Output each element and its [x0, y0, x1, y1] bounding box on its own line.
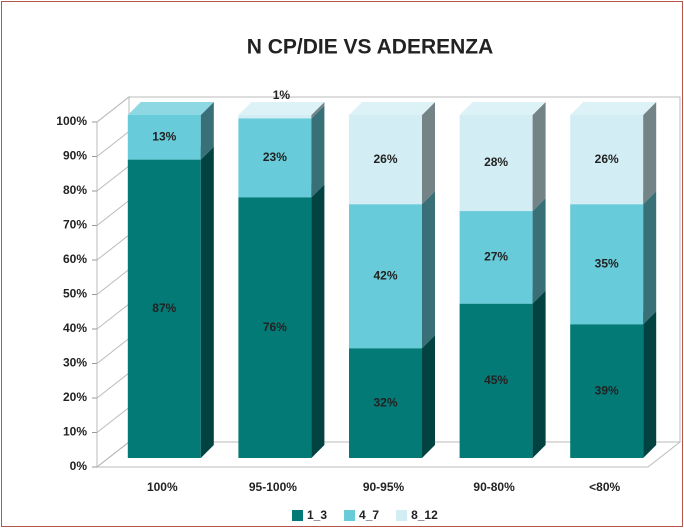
- data-label: 23%: [263, 150, 287, 164]
- x-tick-label: 100%: [147, 480, 178, 494]
- y-tick-label: 100%: [56, 114, 87, 128]
- bar-side: [422, 335, 435, 458]
- bar-segment: [349, 204, 422, 349]
- y-tick-label: 50%: [63, 287, 87, 301]
- bar-side: [643, 311, 657, 458]
- data-label: 26%: [595, 152, 619, 166]
- bar-segment: [459, 211, 533, 304]
- wall-tick: [96, 441, 130, 468]
- bar-side: [643, 191, 657, 325]
- wall-tick: [96, 407, 130, 433]
- bar-segment: [127, 159, 201, 458]
- x-tick-label: <80%: [589, 480, 620, 494]
- legend-swatch: [292, 510, 303, 521]
- y-tick-label: 40%: [63, 321, 87, 335]
- data-label: 1%: [273, 88, 291, 102]
- chart-title: N CP/DIE VS ADERENZA: [247, 36, 494, 59]
- bar-side: [532, 290, 546, 458]
- bar-segment: [238, 197, 312, 458]
- bar-segment: [127, 115, 201, 160]
- y-tick-label: 90%: [63, 149, 87, 163]
- y-tick-label: 0%: [70, 459, 88, 473]
- y-tick-label: 30%: [63, 356, 87, 370]
- wall-tick: [96, 303, 130, 330]
- wall-tick: [96, 131, 130, 157]
- bar-segment: [238, 118, 312, 198]
- data-label: 13%: [152, 129, 176, 143]
- y-tick-label: 20%: [63, 390, 87, 404]
- bar-segment: [570, 115, 644, 205]
- bar-top: [570, 102, 657, 115]
- bar-segment: [238, 115, 312, 119]
- data-label: 28%: [484, 155, 508, 169]
- wall-tick: [96, 200, 130, 226]
- y-tick-label: 70%: [63, 218, 87, 232]
- bar-side: [643, 102, 657, 205]
- y-tick-label: 10%: [63, 425, 87, 439]
- bar-segment: [459, 115, 533, 212]
- data-label: 35%: [595, 256, 619, 270]
- data-label: 39%: [595, 383, 619, 397]
- x-tick-label: 90-80%: [473, 480, 515, 494]
- data-label: 45%: [484, 373, 508, 387]
- bar-side: [311, 184, 325, 458]
- bar-top: [459, 102, 546, 115]
- bar-side: [311, 102, 325, 119]
- legend-label: 8_12: [411, 508, 438, 522]
- data-label: 27%: [484, 250, 508, 264]
- bar-top: [349, 102, 435, 115]
- y-tick-label: 80%: [63, 183, 87, 197]
- legend-label: 1_3: [307, 508, 327, 522]
- bar-top: [127, 102, 214, 115]
- bar-segment: [570, 204, 644, 325]
- data-label: 32%: [373, 395, 397, 409]
- bar-segment: [459, 303, 533, 458]
- wall-tick: [96, 338, 130, 364]
- bar-side: [532, 102, 546, 212]
- legend-label: 4_7: [359, 508, 379, 522]
- bar-side: [532, 198, 546, 304]
- data-label: 87%: [152, 301, 176, 315]
- bar-segment: [349, 348, 422, 458]
- bar-side: [311, 105, 325, 198]
- bar-top: [238, 102, 325, 115]
- wall-tick: [96, 234, 130, 261]
- data-label: 26%: [373, 152, 397, 166]
- bar-side: [200, 102, 214, 160]
- wall-tick: [96, 269, 130, 295]
- x-tick-label: 90-95%: [363, 480, 405, 494]
- y-tick-label: 60%: [63, 252, 87, 266]
- data-label: 42%: [373, 268, 397, 282]
- bar-side: [422, 102, 435, 205]
- bar-segment: [349, 115, 422, 205]
- data-label: 76%: [263, 320, 287, 334]
- legend-swatch: [344, 510, 356, 521]
- wall-tick: [96, 96, 130, 123]
- bar-side: [422, 191, 435, 349]
- x-tick-label: 95-100%: [249, 480, 297, 494]
- wall-tick: [96, 372, 130, 399]
- bar-side: [200, 146, 214, 458]
- bar-segment: [570, 324, 644, 458]
- legend-swatch: [396, 510, 408, 521]
- wall-tick: [96, 165, 130, 192]
